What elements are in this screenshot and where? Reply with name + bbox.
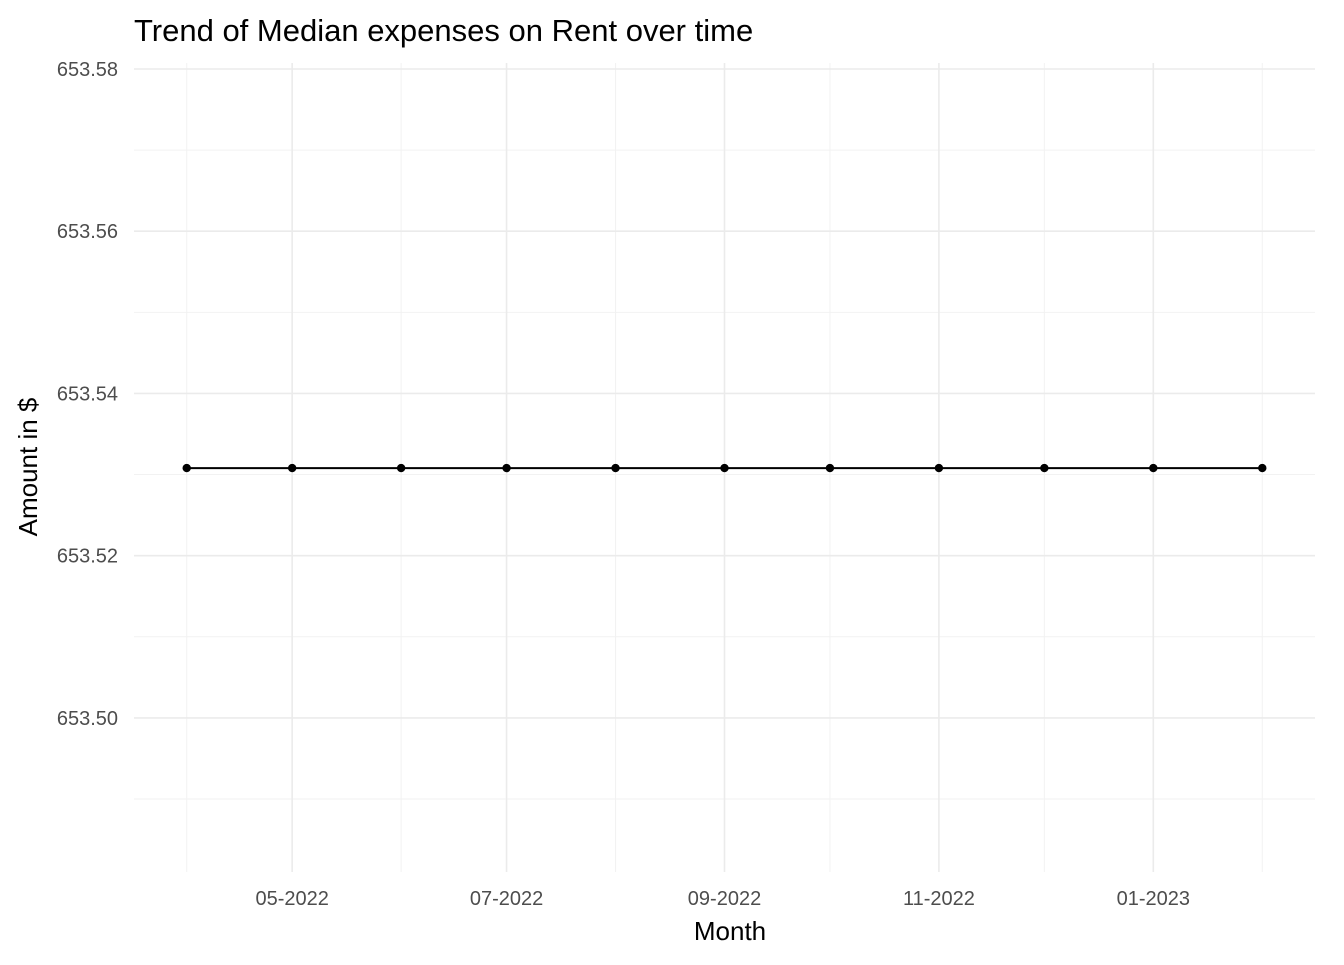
y-axis-tick-labels: 653.50 653.52 653.54 653.56 653.58 [57, 59, 118, 730]
y-tick-label: 653.58 [57, 59, 118, 81]
x-tick-label: 05-2022 [255, 888, 328, 910]
x-tick-label: 11-2022 [903, 888, 975, 910]
x-tick-label: 07-2022 [470, 888, 543, 910]
x-tick-label: 09-2022 [688, 888, 761, 910]
series-points [182, 463, 1267, 473]
data-point [1149, 463, 1158, 473]
x-tick-label: 01-2023 [1117, 888, 1190, 910]
data-point [396, 463, 406, 473]
data-point [287, 463, 297, 473]
data-point [502, 463, 511, 473]
chart-title: Trend of Median expenses on Rent over ti… [134, 13, 753, 48]
y-axis-title: Amount in $ [13, 397, 43, 536]
y-tick-label: 653.52 [57, 546, 118, 568]
data-point [825, 463, 835, 473]
y-tick-label: 653.54 [57, 383, 118, 405]
y-tick-label: 653.50 [57, 708, 118, 730]
x-axis-title: Month [694, 916, 766, 946]
data-point [934, 463, 944, 473]
data-point [1258, 463, 1267, 473]
y-tick-label: 653.56 [57, 221, 118, 243]
data-point [182, 463, 191, 473]
data-point [611, 463, 620, 473]
data-point [1040, 463, 1049, 473]
data-point [720, 463, 729, 473]
x-axis-tick-labels: 05-2022 07-2022 09-2022 11-2022 01-2023 [255, 888, 1190, 910]
